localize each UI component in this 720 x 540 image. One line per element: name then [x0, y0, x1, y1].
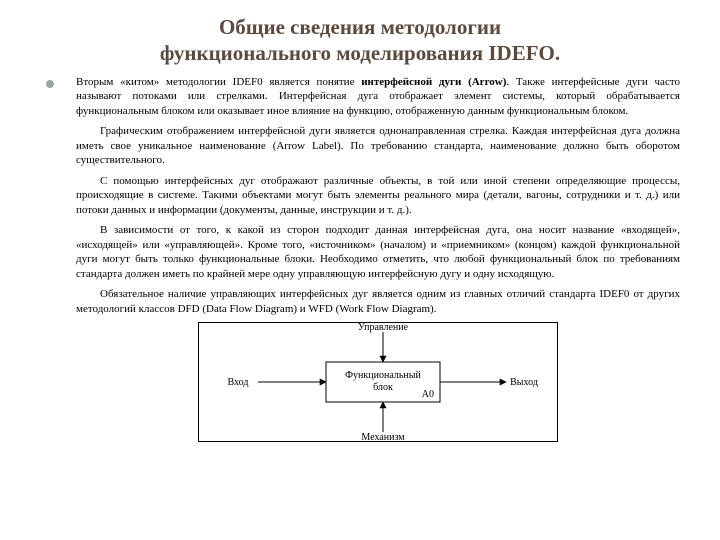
- title-line-2: функционального моделирования IDEFO.: [160, 41, 560, 65]
- svg-text:Управление: Управление: [358, 322, 409, 333]
- page-title: Общие сведения методологии функционально…: [40, 14, 680, 67]
- paragraph-1: Вторым «китом» методологии IDEF0 являетс…: [76, 75, 680, 119]
- content-row: Вторым «китом» методологии IDEF0 являетс…: [40, 75, 680, 443]
- svg-text:Функциональный: Функциональный: [345, 370, 421, 381]
- p1-part-a: Вторым «китом» методологии IDEF0 являетс…: [76, 76, 361, 88]
- svg-text:A0: A0: [422, 389, 434, 400]
- paragraph-3: С помощью интерфейсных дуг отображают ра…: [76, 174, 680, 218]
- body-column: Вторым «китом» методологии IDEF0 являетс…: [76, 75, 680, 443]
- paragraph-2: Графическим отображением интерфейсной ду…: [76, 124, 680, 168]
- svg-text:блок: блок: [373, 382, 393, 393]
- bullet-icon: [46, 80, 54, 88]
- p1-part-b: интерфейсной дуги (Arrow): [361, 76, 506, 88]
- paragraph-5: Обязательное наличие управляющих интерфе…: [76, 287, 680, 316]
- idef0-diagram: Функциональныйблок A0 Управление Вход Выход М…: [198, 322, 558, 442]
- svg-text:Выход: Выход: [510, 377, 538, 388]
- title-line-1: Общие сведения методологии: [219, 15, 501, 39]
- svg-text:Механизм: Механизм: [361, 432, 405, 442]
- document-page: Общие сведения методологии функционально…: [0, 0, 720, 540]
- paragraph-4: В зависимости от того, к какой из сторон…: [76, 223, 680, 281]
- svg-text:Вход: Вход: [228, 377, 249, 388]
